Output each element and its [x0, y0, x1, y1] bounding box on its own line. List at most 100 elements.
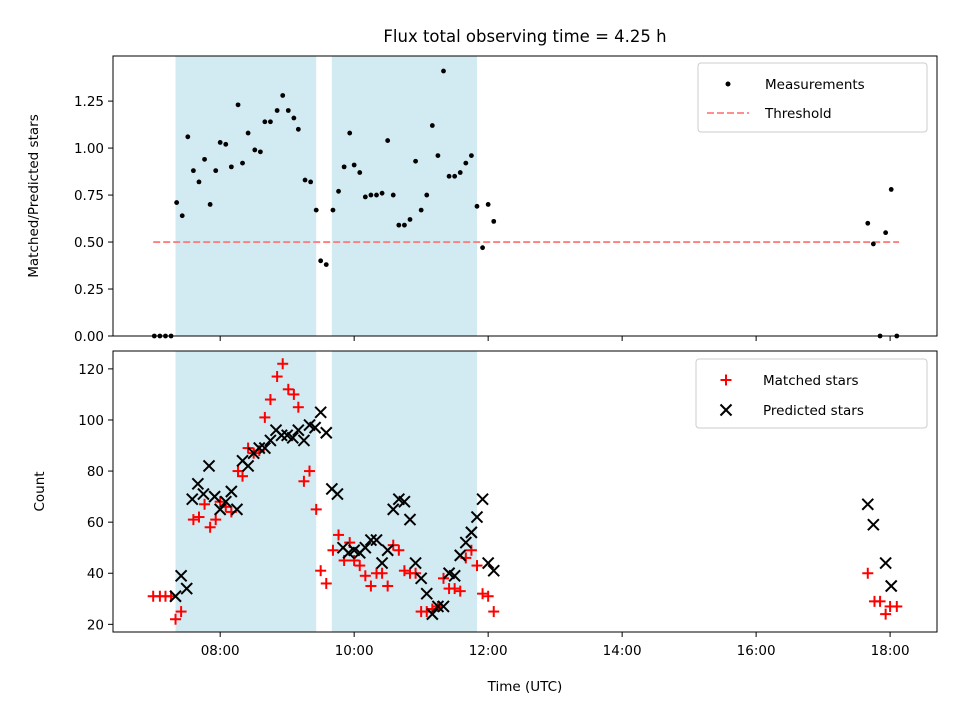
measurement-point — [274, 108, 280, 113]
measurement-point — [240, 160, 245, 166]
observing-window-2 — [331, 56, 477, 336]
measurement-point — [179, 213, 185, 219]
measurement-point — [418, 207, 424, 213]
observing-windows-top — [175, 56, 477, 336]
predicted-star-point — [213, 503, 227, 516]
predicted-star-point — [297, 434, 311, 447]
predicted-star-point — [186, 492, 199, 506]
predicted-star-point — [241, 459, 255, 473]
matched-star-point — [320, 577, 332, 589]
legend-threshold-label: Threshold — [764, 106, 832, 122]
chart-title: Flux total observing time = 4.25 h — [383, 27, 666, 46]
measurement-point — [463, 160, 469, 166]
predicted-star-point — [470, 510, 484, 524]
predicted-star-point — [879, 556, 892, 570]
matched-star-point — [310, 503, 322, 515]
measurement-point — [424, 192, 430, 198]
matched-star-point — [471, 560, 483, 572]
predicted-star-point — [885, 579, 898, 593]
legend-measurement-marker — [725, 81, 731, 87]
observing-window-1 — [175, 351, 317, 632]
measurement-point — [207, 202, 213, 207]
matched-star-point — [304, 465, 316, 477]
measurement-point — [291, 115, 297, 121]
predicted-star-point — [197, 487, 210, 501]
predicted-star-point — [420, 587, 433, 600]
measurement-point — [396, 222, 402, 228]
predicted-star-point — [398, 495, 411, 508]
measurement-point — [280, 93, 286, 98]
matched-star-point — [298, 475, 310, 487]
measurement-point — [217, 140, 223, 145]
measurement-point — [485, 202, 491, 207]
x-tick-label: 18:00 — [871, 643, 910, 659]
matched-star-point — [482, 590, 494, 602]
measurement-point — [407, 217, 413, 222]
predicted-star-point — [359, 541, 372, 554]
measurement-point — [379, 190, 385, 196]
predicted-star-point — [448, 569, 461, 583]
bottom-axes-frame — [112, 350, 938, 633]
measurement-point — [235, 102, 241, 108]
matched-star-point — [874, 595, 886, 607]
predicted-star-point — [308, 421, 322, 434]
predicted-star-point — [264, 434, 277, 447]
predicted-star-point — [331, 487, 344, 501]
matched-star-point — [477, 588, 489, 600]
measurement-point — [285, 108, 291, 113]
count-points — [147, 358, 903, 625]
matched-star-point — [210, 514, 222, 526]
matched-star-point — [880, 608, 892, 620]
predicted-star-point — [375, 556, 389, 570]
matched-star-point — [393, 544, 405, 556]
predicted-star-point — [253, 441, 266, 455]
predicted-star-point — [719, 403, 733, 417]
measurement-point — [341, 164, 347, 170]
matched-star-point — [264, 394, 276, 406]
predicted-star-point — [169, 590, 182, 603]
predicted-star-point — [286, 431, 299, 445]
matched-star-point — [259, 411, 271, 423]
measurement-point — [870, 241, 876, 247]
bottom-y-tick-label: 100 — [78, 413, 104, 429]
matched-star-point — [449, 583, 461, 595]
top-y-tick-label: 1.25 — [74, 94, 104, 110]
measurement-point — [446, 173, 452, 179]
matched-star-point — [365, 580, 377, 592]
measurement-point — [308, 179, 314, 185]
predicted-star-point — [426, 607, 439, 621]
predicted-star-point — [191, 477, 205, 491]
measurement-point — [202, 156, 207, 162]
top-y-tick-label: 0.75 — [74, 188, 104, 204]
measurement-point — [190, 168, 196, 174]
measurement-points — [151, 68, 900, 339]
bottom-y-axis-label: Count — [32, 471, 48, 511]
predicted-star-point — [208, 490, 221, 503]
bottom-y-tick-label: 20 — [87, 617, 104, 633]
matched-star-point — [271, 371, 283, 383]
observing-window-1 — [175, 56, 317, 336]
measurement-point — [452, 173, 458, 179]
top-legend: Measurements Threshold — [697, 62, 928, 133]
legend-matched-label: Matched stars — [763, 373, 859, 389]
matched-star-point — [720, 374, 732, 386]
measurement-point — [368, 192, 374, 198]
predicted-star-point — [454, 549, 467, 562]
matched-star-point — [382, 580, 394, 592]
predicted-star-point — [292, 423, 305, 437]
predicted-star-point — [867, 518, 880, 531]
measurement-point — [330, 207, 336, 213]
predicted-star-point — [258, 441, 272, 455]
measurement-point — [302, 177, 308, 183]
top-axes-frame — [112, 55, 938, 337]
bottom-y-tick-label: 120 — [78, 362, 104, 378]
predicted-star-point — [861, 498, 874, 511]
measurement-point — [228, 164, 234, 170]
measurement-point — [888, 187, 894, 192]
measurement-point — [435, 153, 441, 158]
predicted-star-point — [459, 536, 473, 549]
matched-star-point — [465, 544, 477, 556]
matched-star-point — [398, 565, 410, 577]
matched-star-point — [204, 521, 216, 533]
